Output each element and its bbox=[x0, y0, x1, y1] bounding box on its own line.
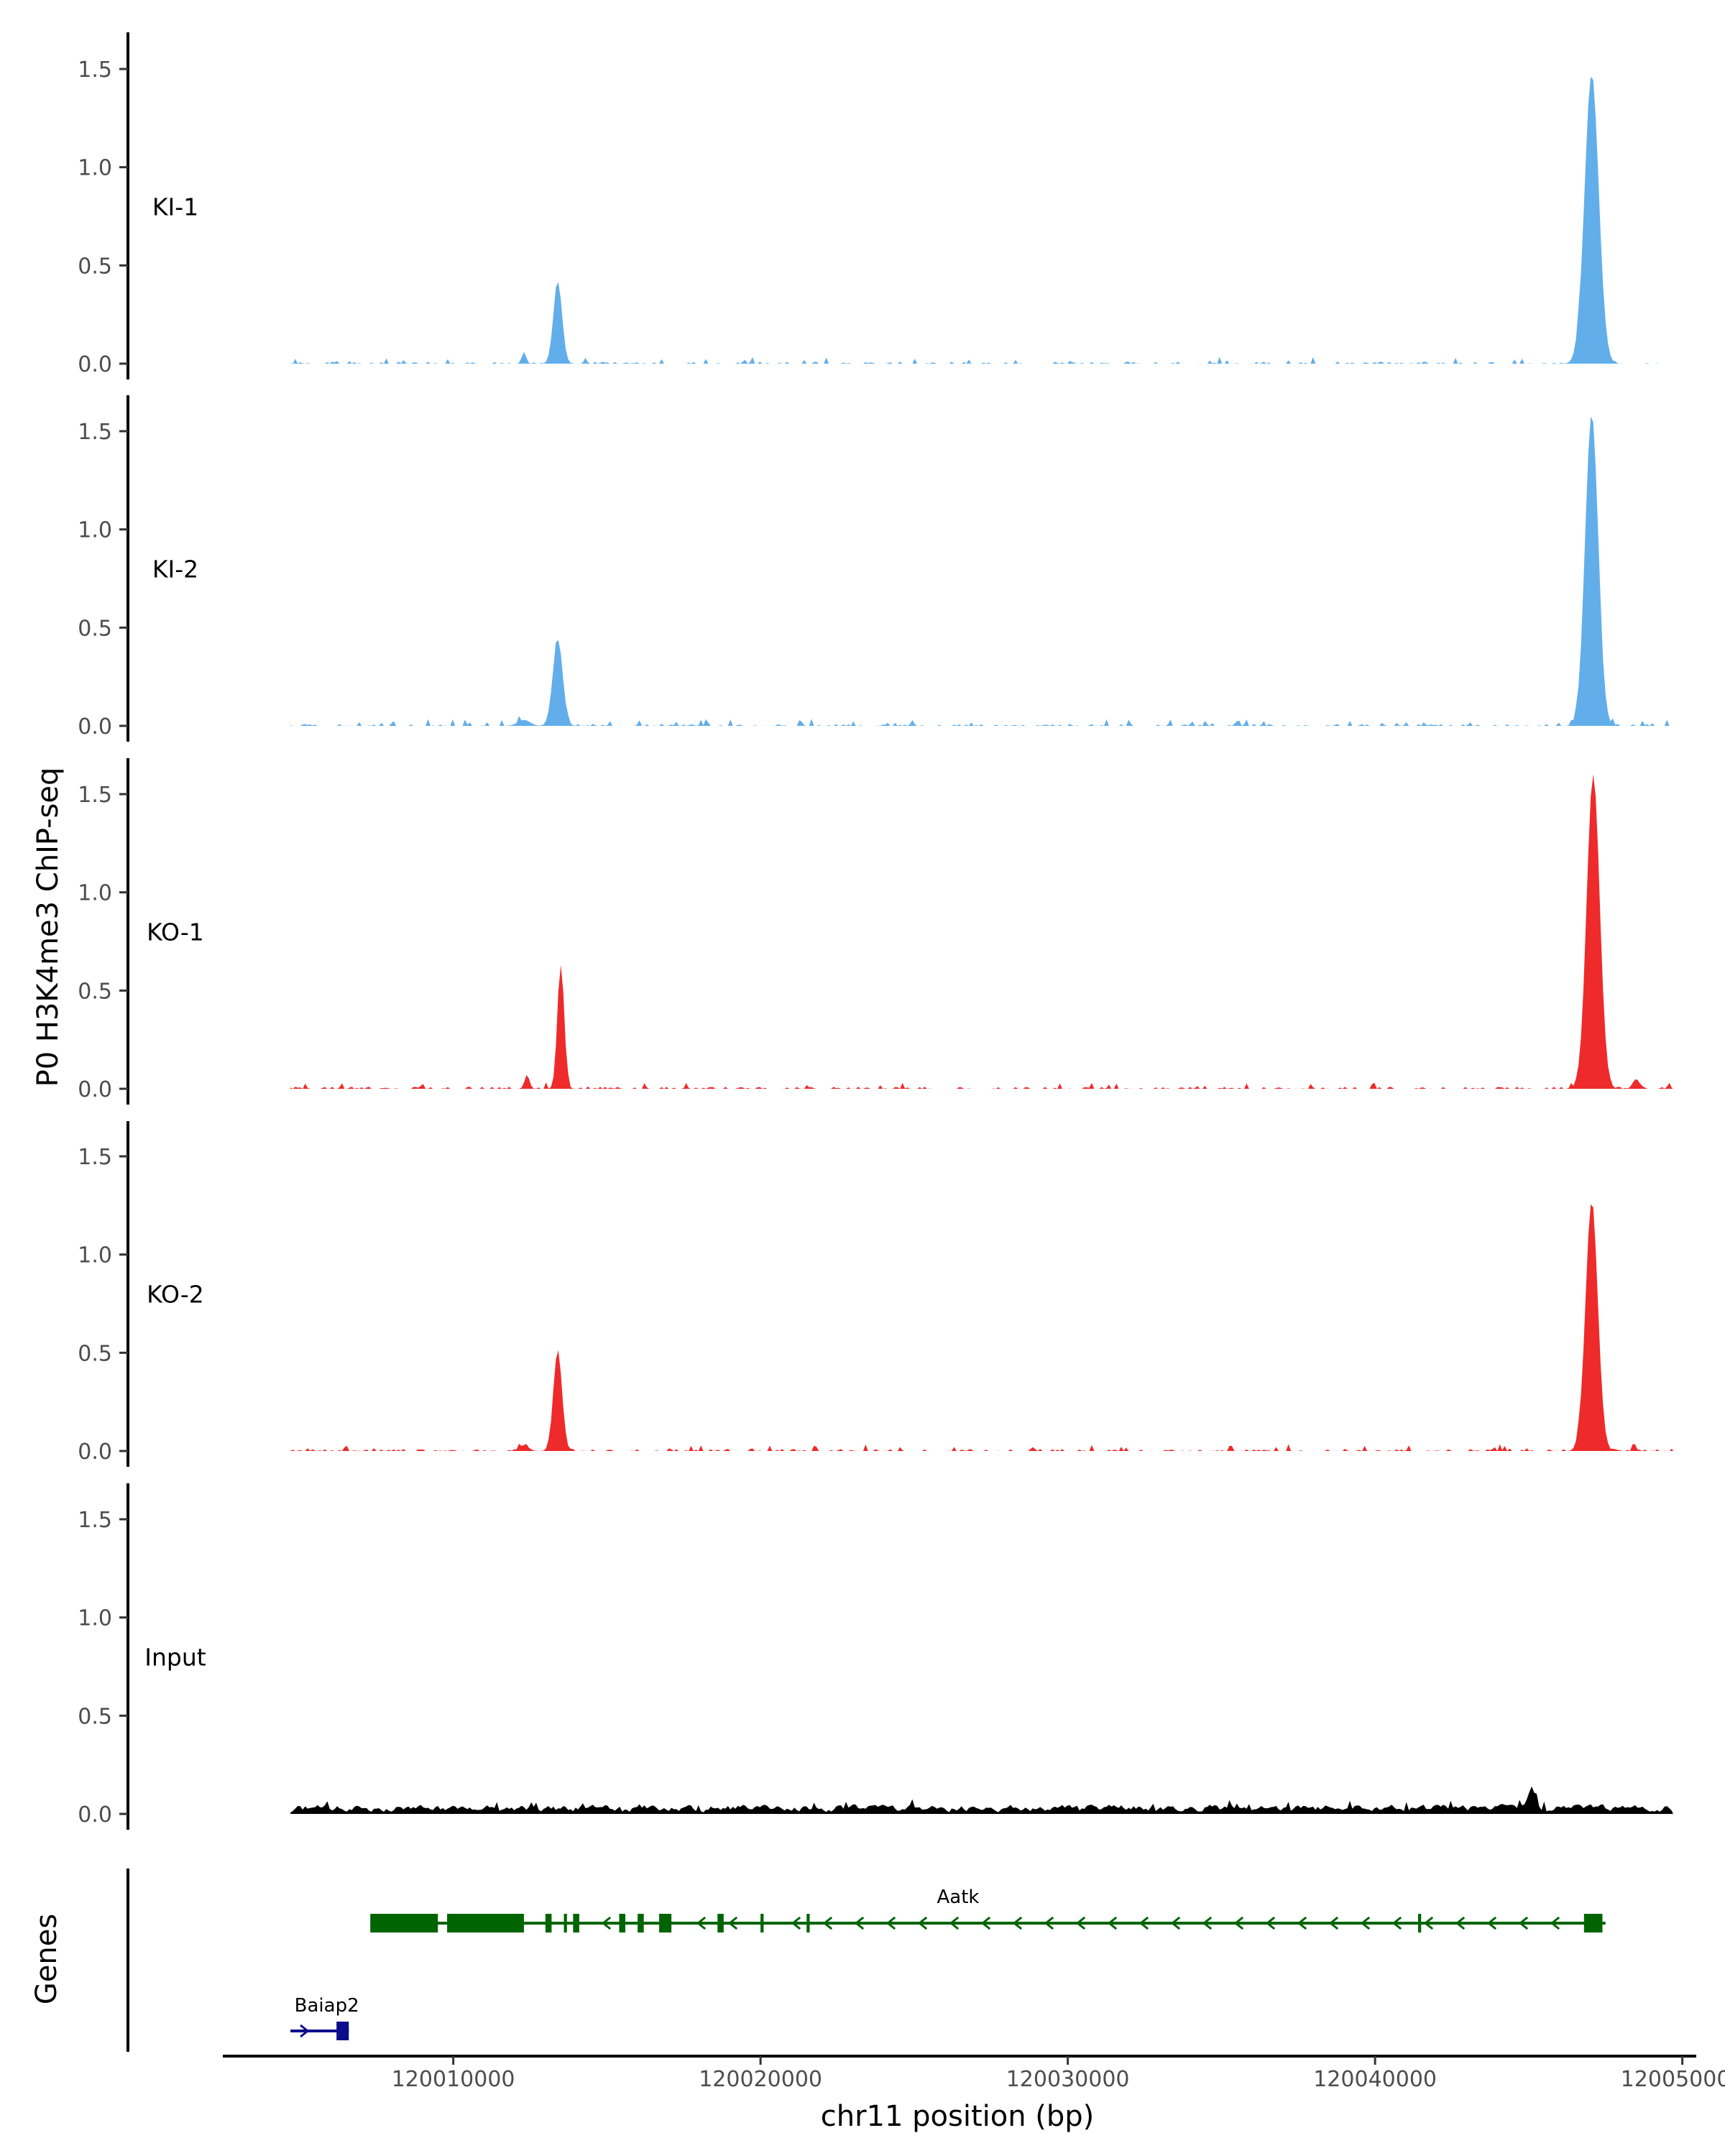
gene-exon bbox=[760, 1914, 764, 1932]
strand-arrow bbox=[601, 1916, 612, 1930]
track-label: KO-2 bbox=[147, 1280, 204, 1308]
strand-arrow bbox=[696, 1916, 707, 1930]
strand-arrow bbox=[1138, 1916, 1149, 1930]
gene-exon bbox=[1417, 1914, 1422, 1932]
y-tick-label: 1.5 bbox=[78, 420, 112, 445]
strand-arrow bbox=[1075, 1916, 1086, 1930]
strand-arrow bbox=[1550, 1916, 1560, 1930]
y-tick-label: 1.0 bbox=[78, 1243, 112, 1268]
gene-exon bbox=[336, 2022, 349, 2040]
track-label: KO-1 bbox=[147, 918, 204, 946]
strand-arrow bbox=[1044, 1916, 1054, 1930]
strand-arrow bbox=[1486, 1916, 1497, 1930]
x-tick-label: 120020000 bbox=[699, 2067, 822, 2092]
strand-arrow bbox=[854, 1916, 865, 1930]
gene-exon bbox=[545, 1914, 552, 1932]
y-tick-label: 0.5 bbox=[78, 254, 112, 279]
y-tick-label: 1.5 bbox=[78, 1508, 112, 1533]
strand-arrow bbox=[300, 2024, 310, 2038]
y-axis-title: P0 H3K4me3 ChIP-seq bbox=[32, 768, 65, 1087]
signal-area bbox=[290, 1204, 1673, 1451]
gene-exon bbox=[447, 1914, 524, 1932]
y-tick-label: 0.0 bbox=[78, 714, 112, 740]
strand-arrow bbox=[917, 1916, 928, 1930]
x-tick-label: 120050000 bbox=[1621, 2067, 1725, 2092]
x-tick-label: 120010000 bbox=[392, 2067, 515, 2092]
y-tick-label: 1.5 bbox=[78, 57, 112, 83]
track-label: KI-1 bbox=[152, 193, 198, 221]
y-tick-label: 1.0 bbox=[78, 518, 112, 543]
y-tick-label: 0.5 bbox=[78, 616, 112, 641]
gene-exon bbox=[659, 1914, 672, 1932]
strand-arrow bbox=[1012, 1916, 1023, 1930]
y-tick-label: 1.5 bbox=[78, 1145, 112, 1170]
strand-arrow bbox=[1392, 1916, 1402, 1930]
y-tick-label: 0.0 bbox=[78, 1439, 112, 1465]
strand-arrow bbox=[1107, 1916, 1118, 1930]
strand-arrow bbox=[791, 1916, 801, 1930]
y-tick-label: 0.0 bbox=[78, 1077, 112, 1102]
y-tick-label: 1.5 bbox=[78, 783, 112, 808]
gene-exon bbox=[573, 1914, 579, 1932]
strand-arrow bbox=[1265, 1916, 1276, 1930]
gene-exon bbox=[564, 1914, 567, 1932]
y-tick-label: 0.0 bbox=[78, 1802, 112, 1828]
strand-arrow bbox=[1360, 1916, 1371, 1930]
gene-exon bbox=[806, 1914, 810, 1932]
x-tick-label: 120030000 bbox=[1006, 2067, 1130, 2092]
signal-area bbox=[290, 1786, 1673, 1814]
gene-exon bbox=[1583, 1914, 1603, 1932]
gene-exon bbox=[717, 1914, 724, 1932]
gene-track: Aatk Baiap2 bbox=[126, 1869, 1606, 2052]
strand-arrow bbox=[1328, 1916, 1339, 1930]
track-ko-2: 0.0 0.5 1.0 1.5 KO-2 bbox=[78, 1121, 1673, 1467]
gene-aatk: Aatk bbox=[370, 1886, 1606, 1932]
gene-exon bbox=[638, 1914, 644, 1932]
strand-arrow bbox=[1423, 1916, 1434, 1930]
track-label: KI-2 bbox=[152, 555, 198, 583]
y-tick-label: 1.0 bbox=[78, 156, 112, 181]
x-axis: 120010000 120020000 120030000 120040000 1200… bbox=[223, 2055, 1725, 2092]
strand-arrow bbox=[949, 1916, 960, 1930]
strand-arrow bbox=[727, 1916, 738, 1930]
genes-axis-title: Genes bbox=[30, 1914, 63, 2004]
gene-exon bbox=[370, 1914, 438, 1932]
signal-tracks: 0.0 0.5 1.0 1.5 KI-1 0.0 0.5 1.0 1.5 KI-2 0.0 0.5 1.… bbox=[78, 32, 1673, 1830]
track-ki-2: 0.0 0.5 1.0 1.5 KI-2 bbox=[78, 395, 1673, 742]
strand-arrow bbox=[1455, 1916, 1466, 1930]
signal-area bbox=[290, 416, 1673, 726]
track-input: 0.0 0.5 1.0 1.5 Input bbox=[78, 1483, 1673, 1830]
strand-arrow bbox=[1518, 1916, 1529, 1930]
y-tick-label: 1.0 bbox=[78, 881, 112, 906]
strand-arrow bbox=[980, 1916, 991, 1930]
y-tick-label: 0.5 bbox=[78, 1704, 112, 1729]
x-tick-label: 120040000 bbox=[1313, 2067, 1437, 2092]
track-ki-1: 0.0 0.5 1.0 1.5 KI-1 bbox=[78, 32, 1673, 379]
y-tick-label: 1.0 bbox=[78, 1606, 112, 1631]
y-tick-label: 0.5 bbox=[78, 979, 112, 1004]
y-tick-label: 0.5 bbox=[78, 1341, 112, 1366]
track-ko-1: 0.0 0.5 1.0 1.5 KO-1 bbox=[78, 758, 1673, 1105]
track-label: Input bbox=[144, 1643, 206, 1671]
x-axis-title: chr11 position (bp) bbox=[821, 2100, 1095, 2133]
gene-exon bbox=[619, 1914, 626, 1932]
y-tick-label: 0.0 bbox=[78, 352, 112, 377]
strand-arrow bbox=[886, 1916, 896, 1930]
signal-area bbox=[290, 774, 1673, 1089]
strand-arrow bbox=[1170, 1916, 1181, 1930]
signal-area bbox=[290, 76, 1673, 364]
gene-label: Aatk bbox=[937, 1886, 980, 1908]
gene-baiap2: Baiap2 bbox=[290, 1995, 359, 2040]
strand-arrow bbox=[1202, 1916, 1213, 1930]
strand-arrow bbox=[822, 1916, 833, 1930]
strand-arrow bbox=[1233, 1916, 1244, 1930]
gene-label: Baiap2 bbox=[295, 1995, 359, 2017]
strand-arrow bbox=[1297, 1916, 1307, 1930]
